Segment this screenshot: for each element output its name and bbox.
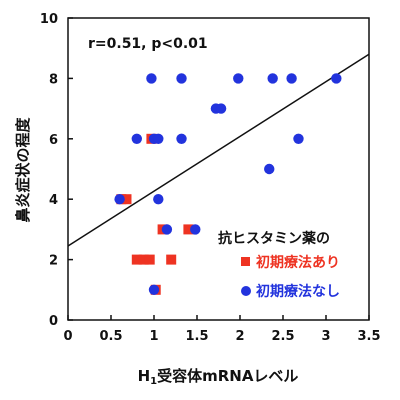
x-axis-title-subscript: 1: [150, 376, 157, 387]
x-axis-title-main: H: [138, 367, 151, 385]
regression-layer: [67, 53, 370, 247]
legend-marker-circle: [241, 286, 251, 296]
data-point-circle: [264, 163, 275, 175]
x-tick-label: 3.5: [357, 329, 380, 344]
data-point-circle: [233, 73, 244, 84]
data-point-square: [144, 254, 155, 265]
y-tick-label: 8: [49, 72, 58, 87]
x-axis-title: H1受容体mRNAレベル: [138, 367, 299, 387]
x-tick-label: 0.5: [99, 329, 122, 344]
y-tick-label: 2: [49, 254, 58, 269]
legend-marker-square: [241, 257, 250, 266]
data-point-circle: [153, 133, 164, 144]
data-point-square: [166, 254, 177, 265]
data-point-circle: [153, 194, 164, 205]
regression-line: [67, 53, 370, 247]
data-point-square: [131, 254, 142, 265]
data-point-circle: [146, 73, 157, 84]
plot-frame: [67, 17, 370, 321]
data-point-square: [183, 224, 194, 235]
data-point-circle: [114, 194, 125, 205]
data-point-circle: [148, 284, 160, 295]
legend-title: 抗ヒスタミン薬の: [218, 230, 330, 247]
data-point-circle: [131, 133, 142, 144]
x-tick-label: 1.5: [185, 329, 208, 344]
data-point-circle: [293, 133, 304, 144]
data-point-circle: [176, 73, 187, 84]
x-tick-label: 3: [321, 329, 330, 344]
points-layer: [114, 73, 342, 295]
data-point-circle: [267, 73, 278, 84]
x-tick-label: 2.5: [271, 329, 294, 344]
plot-area: [67, 17, 370, 321]
legend-label-series-0: 初期療法あり: [256, 254, 340, 271]
y-tick-label: 4: [49, 193, 58, 208]
data-point-circle: [286, 73, 297, 84]
data-point-square: [138, 254, 149, 265]
x-tick-label: 0: [63, 329, 72, 344]
data-point-square: [121, 194, 132, 205]
y-axis-title: 鼻炎症状の程度: [14, 117, 32, 223]
x-tick-label: 1: [149, 329, 158, 344]
data-point-circle: [176, 133, 187, 144]
legend-label-series-1: 初期療法なし: [256, 283, 340, 300]
y-tick-label: 0: [49, 314, 58, 329]
x-axis-title-rest: 受容体mRNAレベル: [157, 367, 298, 385]
x-tick-label: 2: [235, 329, 244, 344]
y-tick-label: 6: [49, 133, 58, 148]
data-point-circle: [215, 103, 227, 114]
data-point-circle: [331, 73, 342, 84]
legend: 抗ヒスタミン薬の 初期療法あり 初期療法なし: [218, 230, 340, 300]
data-point-circle: [161, 224, 173, 235]
ticks-layer: 0 0.5 1 1.5 2 2.5 3 3.5 0 2 4 6 8 10: [40, 12, 381, 344]
y-tick-label: 10: [40, 12, 58, 27]
data-point-circle: [190, 224, 201, 235]
correlation-annotation: r=0.51, p<0.01: [88, 36, 208, 52]
